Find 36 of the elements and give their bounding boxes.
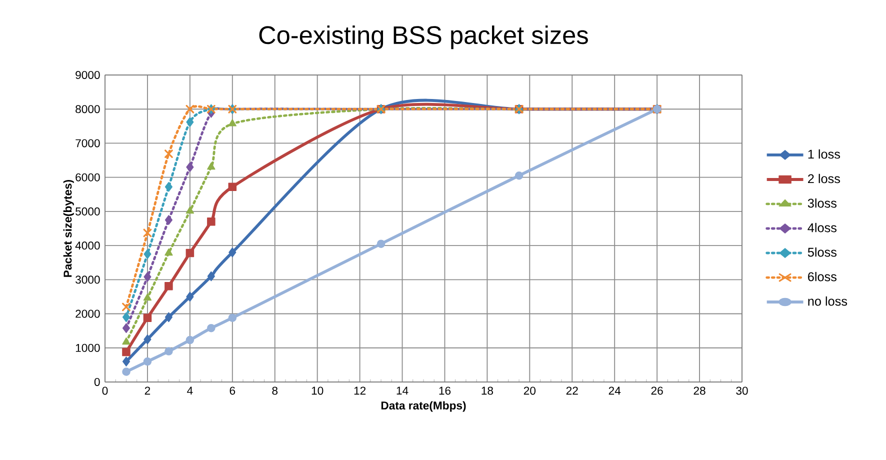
x-axis-title: Data rate(Mbps)	[381, 401, 466, 412]
legend-label: 5loss	[808, 247, 836, 257]
legend-label: 1 loss	[808, 149, 840, 159]
y-tick-label: 6000	[76, 173, 100, 182]
chart-title: Co-existing BSS packet sizes	[259, 26, 588, 50]
legend-label: 2 loss	[808, 174, 840, 184]
y-tick-label: 9000	[76, 70, 100, 79]
x-tick-label: 28	[694, 386, 706, 395]
y-tick-label: 8000	[76, 105, 100, 114]
y-tick-label: 3000	[76, 276, 100, 284]
x-tick-label: 6	[230, 386, 236, 395]
y-tick-label: 7000	[76, 139, 100, 148]
legend-label: 6loss	[808, 272, 836, 282]
x-tick-label: 4	[187, 386, 193, 394]
y-tick-label: 4000	[75, 242, 100, 250]
x-tick-label: 0	[102, 386, 108, 395]
x-tick-label: 26	[651, 386, 663, 395]
x-tick-label: 30	[736, 386, 748, 395]
legend-label: no loss	[808, 296, 848, 306]
x-tick-label: 22	[566, 386, 578, 395]
y-tick-label: 5000	[76, 207, 100, 216]
x-tick-label: 18	[482, 386, 494, 395]
legend-label: 4loss	[808, 222, 836, 232]
y-tick-label: 0	[94, 378, 100, 386]
legend-label: 3loss	[808, 198, 836, 208]
x-tick-label: 12	[354, 386, 366, 395]
x-tick-label: 2	[144, 386, 150, 395]
x-tick-label: 8	[272, 386, 278, 395]
y-tick-label: 2000	[76, 310, 100, 318]
x-tick-label: 10	[312, 386, 324, 395]
x-tick-label: 14	[396, 386, 408, 394]
x-tick-label: 16	[439, 386, 451, 395]
y-axis-title: Packet size(bytes)	[63, 180, 74, 277]
y-tick-label: 1000	[76, 344, 100, 352]
x-tick-label: 24	[608, 386, 621, 395]
x-tick-label: 20	[524, 386, 536, 395]
